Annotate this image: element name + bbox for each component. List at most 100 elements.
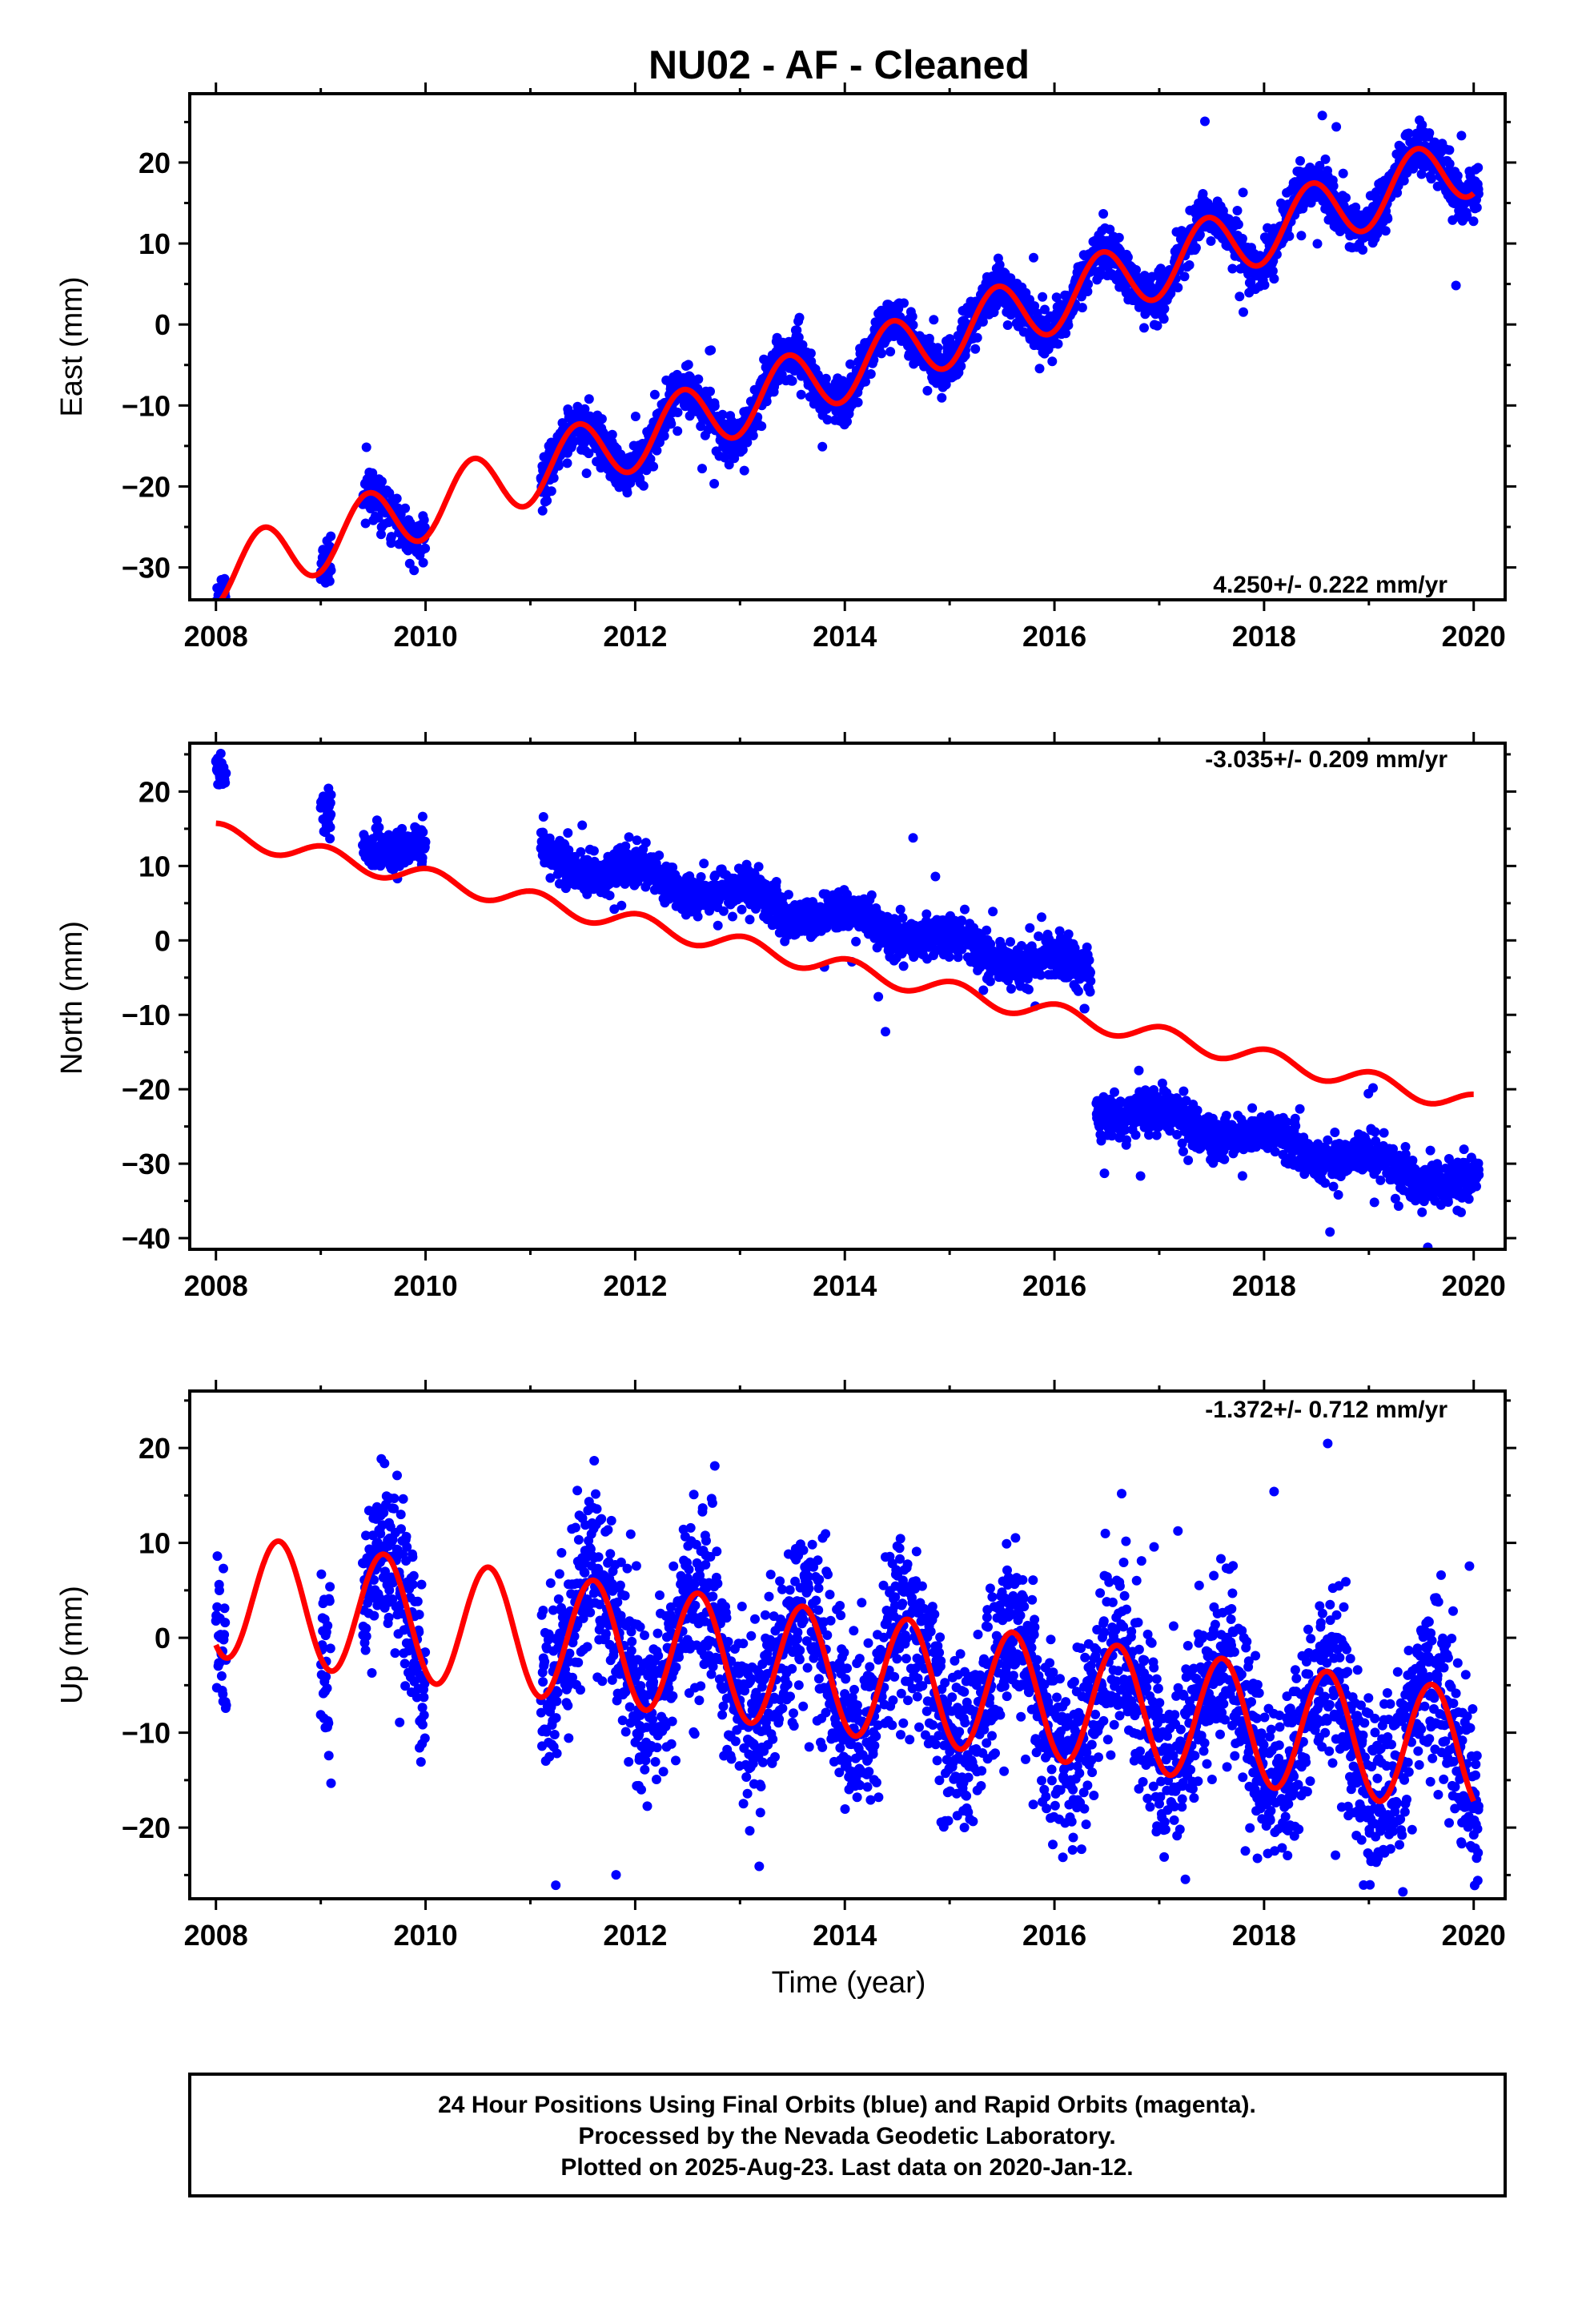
east-data-point xyxy=(649,389,660,400)
east-data-point xyxy=(933,343,943,353)
east-data-point xyxy=(420,543,431,553)
east-data-point xyxy=(865,369,876,379)
north-data-point xyxy=(737,904,747,915)
east-data-point xyxy=(659,431,669,441)
east-data-point xyxy=(326,565,336,576)
east-data-point xyxy=(1237,234,1247,243)
east-data-point xyxy=(562,458,572,468)
north-data-point xyxy=(851,936,861,947)
east-data-point xyxy=(1131,265,1141,275)
east-data-point xyxy=(787,376,797,386)
east-data-point xyxy=(1331,122,1342,132)
east-data-point xyxy=(1426,174,1436,184)
east-data-point xyxy=(404,558,415,569)
north-data-point xyxy=(215,749,226,758)
north-data-point xyxy=(588,846,599,856)
east-data-point xyxy=(1380,226,1391,236)
east-x-tick-label: 2014 xyxy=(813,620,877,653)
east-data-point xyxy=(937,392,947,403)
east-data-point xyxy=(1456,131,1467,141)
north-data-point xyxy=(783,890,793,900)
east-data-point xyxy=(607,429,617,440)
east-data-point xyxy=(584,448,594,459)
east-data-point xyxy=(970,344,981,354)
north-data-point xyxy=(640,838,651,848)
east-data-point xyxy=(1077,303,1087,313)
east-data-point xyxy=(1338,168,1348,179)
east-data-point xyxy=(853,397,863,408)
east-data-point xyxy=(326,531,336,541)
east-data-point xyxy=(956,361,966,372)
east-data-point xyxy=(1227,263,1238,274)
east-data-point xyxy=(1358,245,1368,255)
north-data-point xyxy=(728,911,737,922)
east-data-point xyxy=(581,468,592,478)
east-data-point xyxy=(922,385,933,396)
east-data-point xyxy=(1284,231,1295,241)
north-data-point xyxy=(632,835,642,846)
north-data-point xyxy=(1006,983,1016,994)
east-data-point xyxy=(1195,230,1205,240)
north-data-point xyxy=(960,904,970,915)
east-data-point xyxy=(418,557,428,568)
east-data-point xyxy=(706,345,717,356)
east-data-point xyxy=(869,355,879,365)
east-y-tick-label: 20 xyxy=(139,147,171,179)
east-data-point xyxy=(1424,128,1435,139)
east-x-tick-label: 2016 xyxy=(1022,620,1086,653)
east-data-point xyxy=(1105,224,1115,235)
east-data-point xyxy=(553,460,564,471)
north-data-point xyxy=(577,820,588,830)
east-panel: East (mm) 2008 2010 2012 2014 2016 2018 2020−3… xyxy=(55,82,1516,653)
north-data-point xyxy=(1025,923,1035,933)
north-data-point xyxy=(221,768,231,778)
east-data-point xyxy=(420,522,430,533)
east-data-point xyxy=(1002,320,1013,330)
north-data-point xyxy=(220,778,231,788)
east-data-point xyxy=(697,464,707,474)
north-data-point xyxy=(616,900,627,911)
east-data-point xyxy=(1040,304,1050,315)
north-data-point xyxy=(895,904,905,915)
east-data-point xyxy=(1473,189,1484,199)
north-data-point xyxy=(988,907,998,917)
east-data-point xyxy=(1317,111,1327,121)
north-data-point xyxy=(718,906,729,916)
east-data-point xyxy=(1452,171,1463,181)
east-data-point xyxy=(1320,154,1331,164)
east-data-point xyxy=(537,505,548,516)
east-data-point xyxy=(929,315,939,325)
north-data-point xyxy=(897,913,908,923)
east-data-point xyxy=(580,404,590,414)
east-data-point xyxy=(1159,304,1170,314)
east-data-point xyxy=(793,332,804,343)
north-data-point xyxy=(771,877,781,887)
north-data-point xyxy=(420,837,431,847)
east-data-point xyxy=(645,454,656,464)
east-x-tick-label: 2012 xyxy=(603,620,667,653)
north-data-point xyxy=(326,790,336,800)
east-data-point xyxy=(1472,203,1482,213)
east-data-point xyxy=(821,373,831,384)
east-data-point xyxy=(361,442,371,452)
north-data-point xyxy=(745,915,755,925)
north-data-point xyxy=(418,827,428,838)
east-data-point xyxy=(409,565,420,576)
east-data-point xyxy=(1184,260,1195,270)
north-data-point xyxy=(753,862,764,872)
north-data-point xyxy=(374,822,384,833)
east-data-point xyxy=(1312,239,1323,249)
north-data-point xyxy=(326,810,336,819)
east-data-point xyxy=(1047,356,1058,367)
east-data-point xyxy=(1191,243,1201,253)
east-data-point xyxy=(1061,328,1071,339)
east-y-tick-label: −20 xyxy=(122,470,171,503)
east-data-point xyxy=(542,496,552,506)
north-data-point xyxy=(982,925,992,935)
east-data-point xyxy=(1444,145,1455,155)
east-data-point xyxy=(1269,274,1279,284)
east-data-point xyxy=(652,445,662,456)
north-data-point xyxy=(417,853,428,863)
east-data-point xyxy=(1206,236,1216,246)
east-data-point xyxy=(419,515,429,525)
